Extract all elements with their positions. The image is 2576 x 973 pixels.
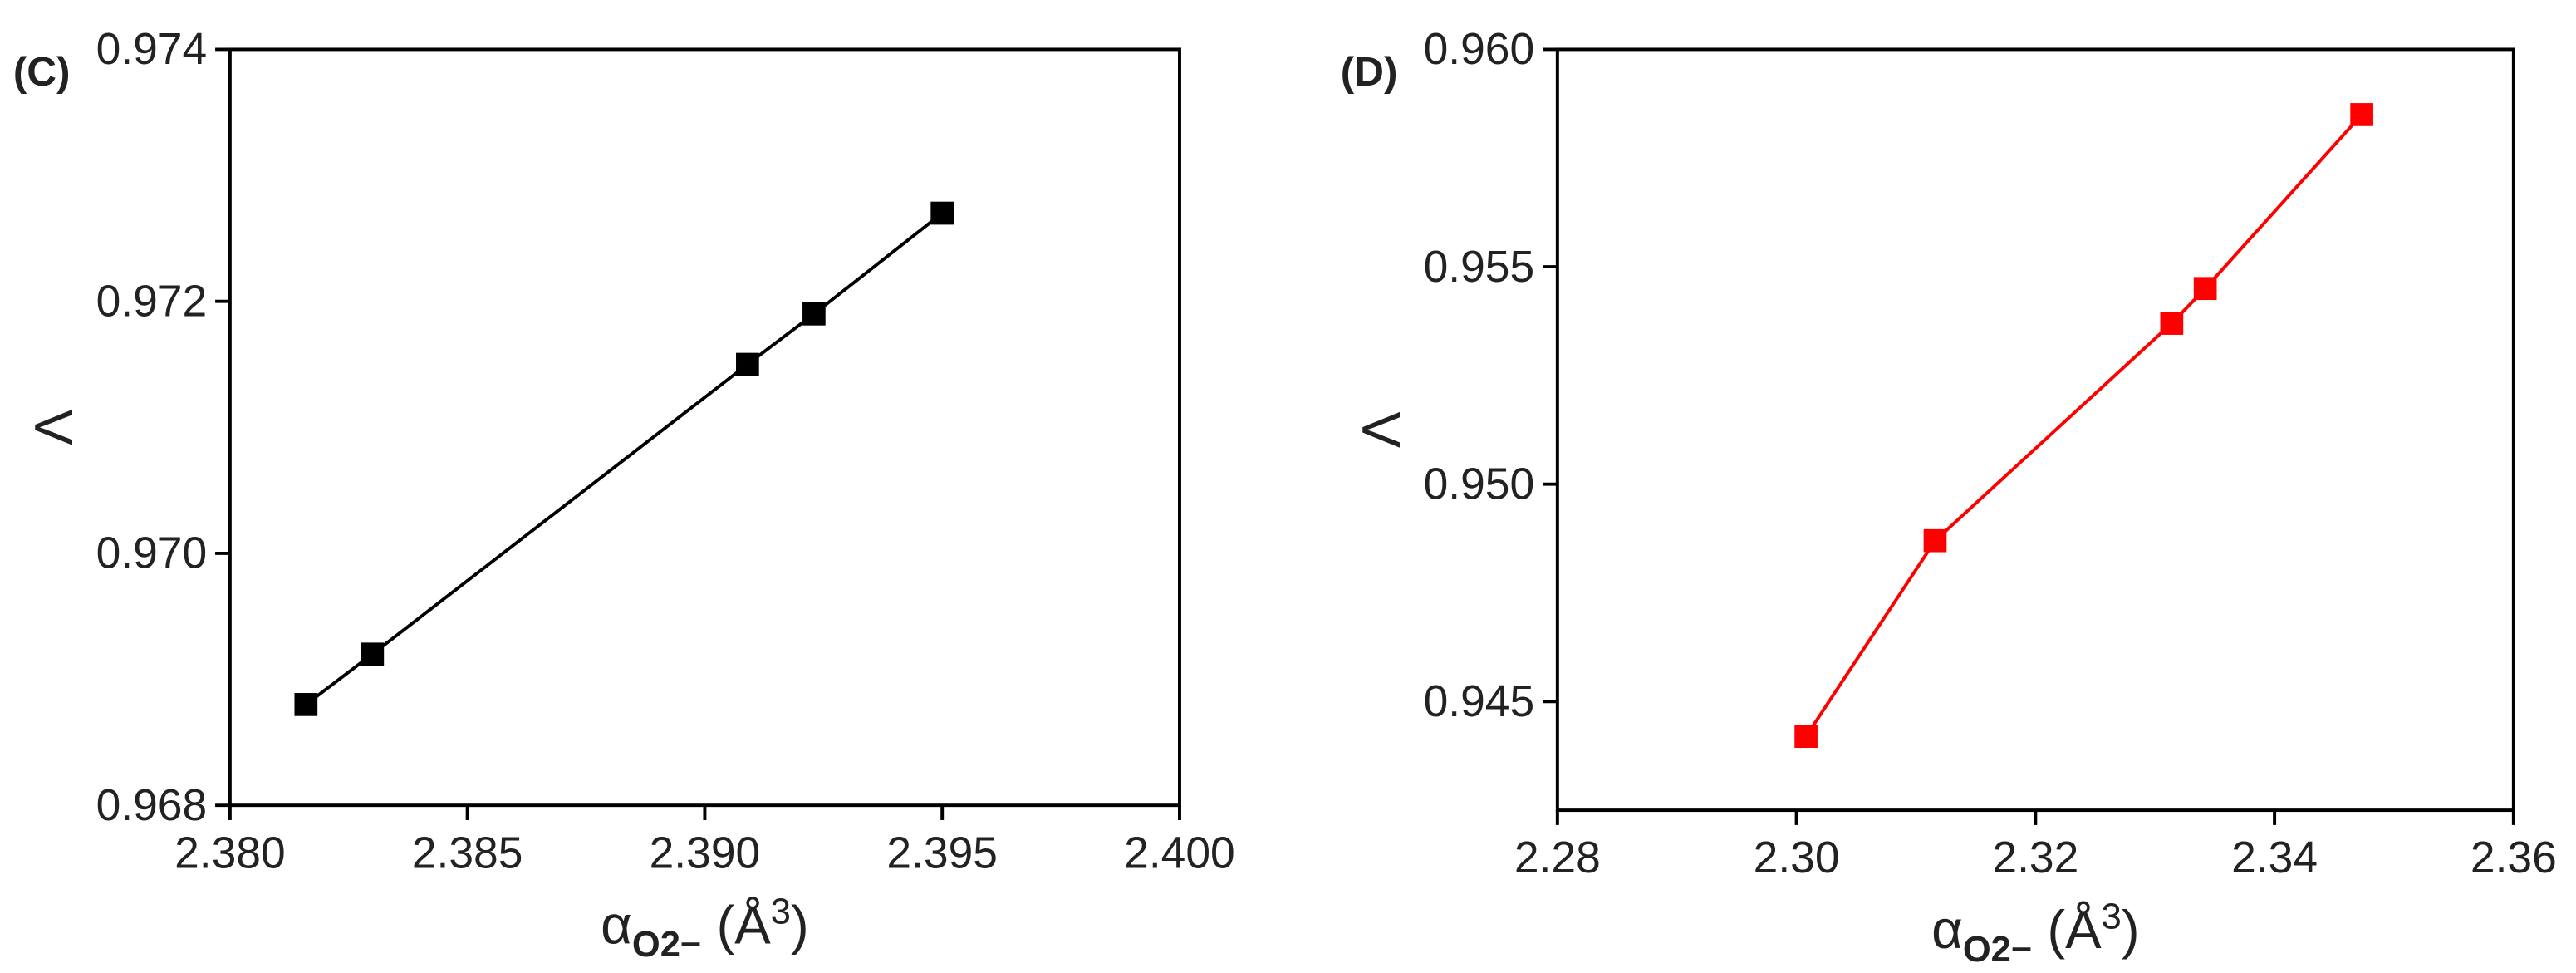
marker [2350, 103, 2373, 126]
x-axis-label-part: ) [2122, 899, 2140, 960]
x-axis-label-part: ) [791, 894, 809, 955]
x-axis-label-part: 3 [2102, 897, 2122, 936]
data-line [1804, 113, 2363, 738]
y-tick-label: 0.974 [96, 25, 208, 74]
y-tick-label: 0.960 [1424, 25, 1535, 74]
y-axis-label: Λ [23, 409, 84, 445]
x-tick-label: 2.28 [1514, 833, 1601, 882]
marker [1794, 725, 1818, 748]
panel-label: (C) [13, 49, 71, 95]
y-tick-label: 0.972 [96, 277, 208, 326]
y-tick-label: 0.945 [1424, 677, 1535, 726]
panel-label: (D) [1341, 49, 1398, 95]
x-axis-label-part: (Å [2032, 899, 2102, 960]
x-tick-label: 2.32 [1992, 833, 2078, 882]
x-tick-label: 2.390 [650, 828, 761, 877]
x-axis-label-part: O2− [632, 925, 701, 965]
y-tick-label: 0.950 [1424, 459, 1535, 509]
y-tick-label: 0.970 [96, 529, 208, 578]
x-tick-label: 2.36 [2471, 833, 2557, 882]
marker [736, 352, 759, 376]
x-tick-label: 2.380 [174, 828, 286, 877]
marker [2160, 312, 2184, 335]
x-axis-label-part: O2− [1963, 930, 2032, 970]
x-tick-label: 2.400 [1124, 828, 1235, 877]
x-axis-label-part: (Å [701, 894, 771, 955]
plot-frame [1555, 47, 2515, 813]
x-axis-label-part: α [1931, 899, 1963, 960]
data-line [305, 211, 944, 706]
x-axis-label-part: α [601, 894, 632, 955]
y-axis-label: Λ [1351, 411, 1411, 448]
x-tick-label: 2.385 [412, 828, 523, 877]
y-tick-label: 0.955 [1424, 243, 1535, 292]
x-axis-label: αO2− (Å3) [601, 892, 808, 966]
marker [1923, 528, 1947, 553]
plot-frame [228, 47, 1181, 808]
x-axis-label: αO2− (Å3) [1931, 897, 2140, 970]
x-tick-label: 2.30 [1754, 833, 1840, 882]
marker [361, 642, 385, 666]
marker [2193, 277, 2217, 301]
marker [802, 302, 826, 326]
marker [930, 201, 954, 225]
x-tick-label: 2.34 [2231, 833, 2318, 882]
x-tick-label: 2.395 [886, 828, 998, 877]
y-tick-label: 0.968 [96, 781, 208, 830]
x-axis-label-part: 3 [771, 892, 791, 932]
marker [294, 693, 318, 716]
